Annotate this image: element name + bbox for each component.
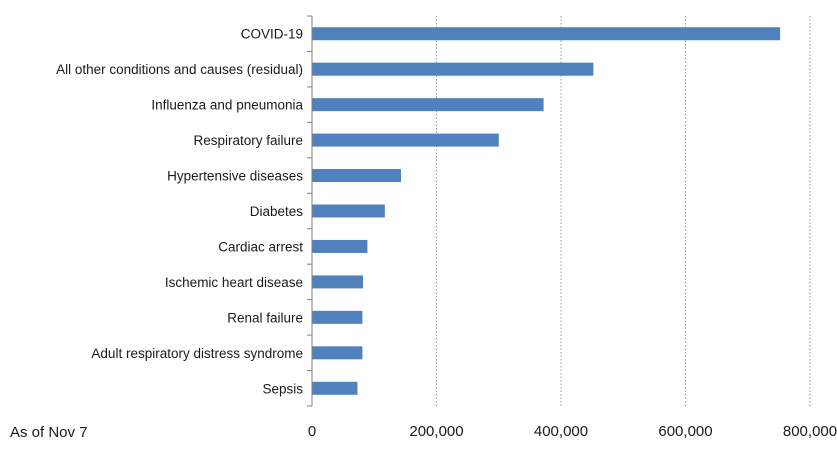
bar-2 [312, 98, 544, 112]
x-tick-label-2: 400,000 [534, 423, 588, 440]
category-label-8: Renal failure [227, 310, 303, 325]
axis-layer [307, 15, 313, 407]
x-tick-label-4: 800,000 [783, 423, 837, 440]
label-layer: COVID-19 All other conditions and causes … [56, 27, 837, 440]
category-label-1: All other conditions and causes (residua… [56, 62, 303, 77]
x-tick-label-3: 600,000 [658, 423, 712, 440]
bar-0 [312, 27, 781, 41]
category-label-5: Diabetes [250, 204, 304, 219]
bar-8 [312, 310, 363, 324]
x-tick-label-1: 200,000 [409, 423, 463, 440]
category-label-9: Adult respiratory distress syndrome [91, 346, 303, 361]
category-label-6: Cardiac arrest [218, 239, 303, 254]
bar-9 [312, 346, 363, 360]
category-label-3: Respiratory failure [193, 133, 303, 148]
category-label-10: Sepsis [262, 381, 303, 396]
bar-5 [312, 204, 385, 218]
x-tick-label-0: 0 [308, 423, 316, 440]
bar-1 [312, 62, 594, 76]
bar-layer [312, 27, 781, 395]
bar-3 [312, 133, 499, 147]
category-label-4: Hypertensive diseases [167, 169, 303, 184]
category-label-2: Influenza and pneumonia [151, 98, 303, 113]
bar-6 [312, 239, 368, 253]
bar-7 [312, 275, 364, 289]
category-label-7: Ischemic heart disease [165, 275, 303, 290]
bar-10 [312, 381, 358, 395]
category-label-0: COVID-19 [241, 27, 303, 42]
footnote: As of Nov 7 [10, 424, 88, 441]
bar-4 [312, 169, 402, 183]
